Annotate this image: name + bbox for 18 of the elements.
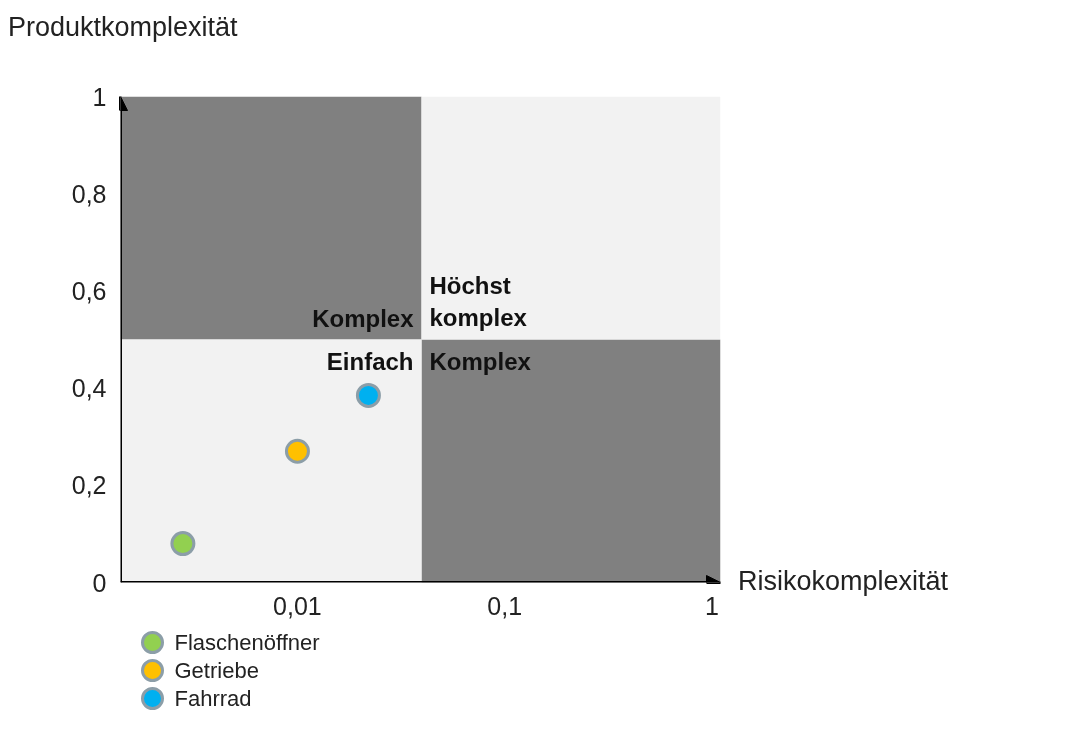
y-tick-label: 0,6: [71, 276, 107, 305]
x-tick-label: 1: [704, 591, 719, 620]
y-axis-title: Produktkomplexität: [8, 11, 238, 44]
x-tick-label: 0,1: [487, 591, 523, 620]
y-tick-label: 1: [92, 82, 107, 111]
y-tick-label: 0,8: [71, 179, 107, 208]
legend-label: Getriebe: [174, 658, 259, 683]
x-axis-title: Risikokomplexität: [738, 565, 949, 598]
annotation: Einfach: [326, 347, 414, 375]
legend-label: Flaschenöffner: [174, 630, 320, 655]
legend-label: Fahrrad: [174, 686, 252, 711]
y-tick-label: 0: [92, 568, 107, 597]
annotation: Höchst komplex: [429, 272, 528, 332]
y-tick-label: 0,2: [71, 471, 107, 500]
annotation: Komplex: [429, 347, 532, 375]
y-tick-label: 0,4: [71, 374, 107, 403]
annotation: Komplex: [312, 304, 415, 332]
x-tick-label: 0,01: [273, 591, 322, 620]
